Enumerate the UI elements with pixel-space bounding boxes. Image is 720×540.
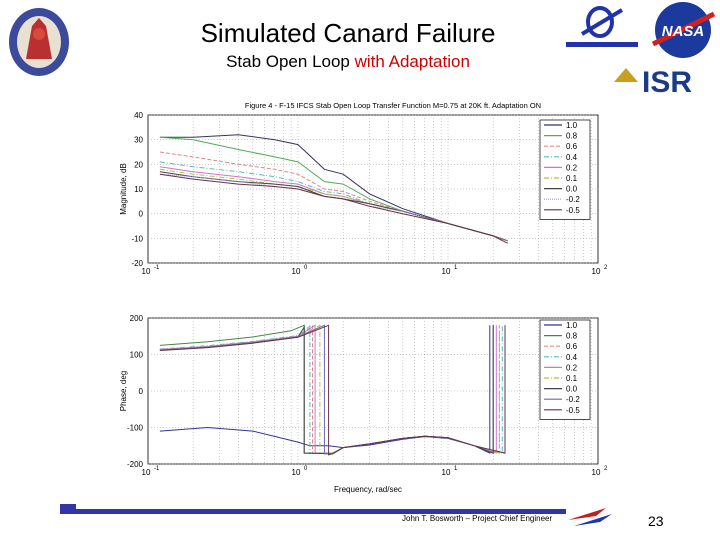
isr-logo-text: ISR [642,66,692,96]
y-axis-label: Magnitude, dB [119,163,128,215]
x-axis-label: Frequency, rad/sec [334,485,402,494]
series-line--0.5 [159,173,508,244]
legend-label: -0.2 [566,195,580,204]
intelligent-flight-control-system-emblem [9,8,69,76]
x-tick-label: 10 [592,468,601,477]
legend-label: -0.5 [566,206,580,215]
x-tick-label: 10 [442,267,451,276]
x-tick-label: 10 [292,267,301,276]
x-tick-label: 10 [292,468,301,477]
series-line--0.5 [159,324,506,456]
legend-label: 0.8 [566,332,578,341]
x-tick-exponent: 1 [454,466,458,472]
x-tick-exponent: 2 [604,466,608,472]
legend-box [539,119,591,220]
legend-label: 0.4 [566,153,578,162]
legend-label: 0.6 [566,142,578,151]
footer-bar [60,509,566,514]
legend-label: 0.1 [566,174,578,183]
x-tick-label: 10 [142,267,151,276]
x-tick-exponent: -1 [154,265,160,271]
legend-label: 0.0 [566,385,578,394]
legend-label: 0.0 [566,185,578,194]
subtitle-highlight: with Adaptation [354,52,470,71]
y-tick-label: 100 [130,351,144,360]
x-tick-exponent: 0 [304,265,308,271]
legend-label: 0.4 [566,353,578,362]
x-tick-exponent: 2 [604,265,608,271]
x-tick-label: 10 [442,468,451,477]
subtitle-prefix: Stab Open Loop [226,52,355,71]
legend-label: 0.8 [566,132,578,141]
footer-author: John T. Bosworth – Project Chief Enginee… [402,514,553,523]
legend-label: 0.6 [566,342,578,351]
y-tick-label: 0 [139,387,144,396]
legend-label: -0.2 [566,395,580,404]
y-tick-label: 20 [134,160,143,169]
y-tick-label: 0 [139,210,144,219]
x-tick-exponent: 0 [304,466,308,472]
nasa-logo-icon: NASA [651,2,716,58]
legend-label: -0.5 [566,406,580,415]
aircraft-logo-icon [568,508,612,526]
x-tick-exponent: -1 [154,466,160,472]
legend-label: 0.2 [566,163,578,172]
x-tick-label: 10 [142,468,151,477]
isr-logo-icon: ISR [614,66,692,96]
y-tick-label: -200 [127,460,144,469]
y-tick-label: 10 [134,185,143,194]
slide-subtitle: Stab Open Loop with Adaptation [150,52,546,72]
y-tick-label: 40 [134,111,143,120]
page-number: 23 [648,513,664,529]
y-tick-label: 30 [134,136,143,145]
y-tick-label: -20 [131,259,143,268]
y-tick-label: -100 [127,424,144,433]
nasa-logo-text: NASA [662,23,705,40]
x-tick-exponent: 1 [454,265,458,271]
legend-label: 0.2 [566,363,578,372]
legend-label: 1.0 [566,321,578,330]
legend-label: 0.1 [566,374,578,383]
legend-label: 1.0 [566,121,578,130]
x-tick-label: 10 [592,267,601,276]
y-tick-label: -10 [131,234,143,243]
y-tick-label: 200 [130,314,144,323]
legend-box [539,319,591,420]
chart-title: Figure 4 - F-15 IFCS Stab Open Loop Tran… [245,101,541,110]
slide-title: Simulated Canard Failure [200,18,496,48]
y-axis-label: Phase, deg [119,371,128,411]
dryden-logo-icon [566,6,638,47]
